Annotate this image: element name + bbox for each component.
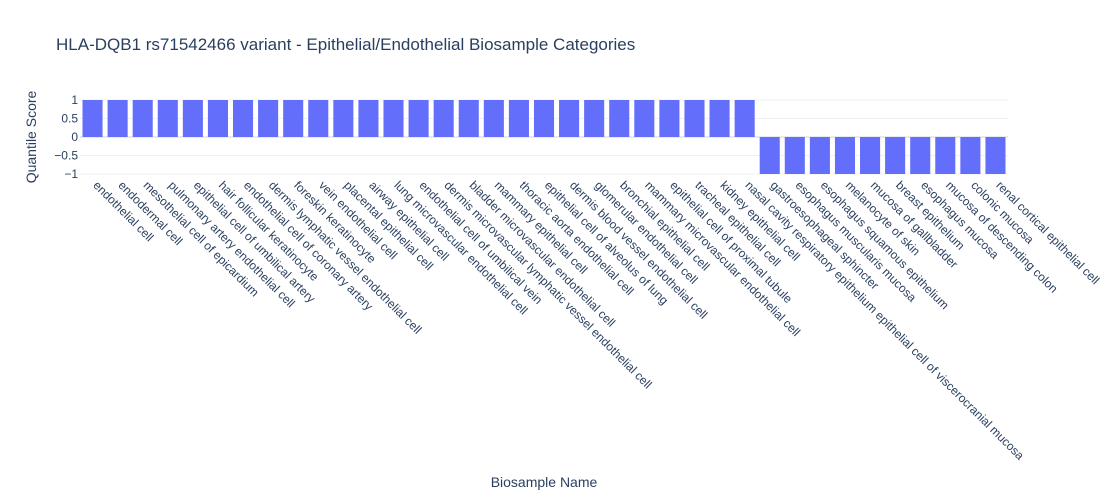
- bar[interactable]: [784, 137, 805, 174]
- bar[interactable]: [584, 100, 605, 137]
- bar[interactable]: [809, 137, 830, 174]
- bar[interactable]: [333, 100, 354, 137]
- y-tick-label: 0: [71, 130, 78, 144]
- bar[interactable]: [458, 100, 479, 137]
- bar[interactable]: [533, 100, 555, 137]
- bar[interactable]: [910, 137, 931, 174]
- bar[interactable]: [860, 137, 881, 174]
- y-tick-label: −1: [64, 167, 78, 181]
- bar[interactable]: [82, 100, 103, 137]
- bar[interactable]: [358, 100, 379, 137]
- bar[interactable]: [985, 137, 1006, 174]
- bar[interactable]: [283, 100, 304, 137]
- y-tick-label: −0.5: [54, 149, 78, 163]
- y-axis-title: Quantile Score: [23, 90, 39, 183]
- bar[interactable]: [182, 100, 203, 137]
- bar[interactable]: [308, 100, 329, 137]
- bar[interactable]: [834, 137, 856, 174]
- x-tick-label: renal cortical epithelial cell: [993, 178, 1102, 287]
- y-axis-ticks: 1 0.5 0 −0.5 −1: [54, 93, 78, 181]
- bar[interactable]: [759, 137, 780, 174]
- bar[interactable]: [709, 100, 730, 137]
- bar[interactable]: [634, 100, 655, 137]
- bar[interactable]: [609, 100, 630, 137]
- bar[interactable]: [383, 100, 404, 137]
- bar[interactable]: [232, 100, 254, 137]
- y-tick-label: 1: [71, 93, 78, 107]
- chart-title: HLA-DQB1 rs71542466 variant - Epithelial…: [56, 35, 635, 54]
- bar[interactable]: [734, 100, 755, 137]
- bar[interactable]: [960, 137, 981, 174]
- bar[interactable]: [885, 137, 906, 174]
- bar[interactable]: [508, 100, 529, 137]
- y-tick-label: 0.5: [61, 112, 78, 126]
- bar[interactable]: [157, 100, 178, 137]
- x-axis-title: Biosample Name: [491, 474, 598, 490]
- bar[interactable]: [107, 100, 128, 137]
- bar[interactable]: [132, 100, 153, 137]
- bar[interactable]: [684, 100, 705, 137]
- bar[interactable]: [935, 137, 956, 174]
- bar[interactable]: [483, 100, 504, 137]
- bar[interactable]: [258, 100, 279, 137]
- bar[interactable]: [433, 100, 454, 137]
- bar[interactable]: [559, 100, 580, 137]
- bar[interactable]: [408, 100, 429, 137]
- bars: [82, 100, 1006, 174]
- bar[interactable]: [659, 100, 680, 137]
- bar[interactable]: [207, 100, 228, 137]
